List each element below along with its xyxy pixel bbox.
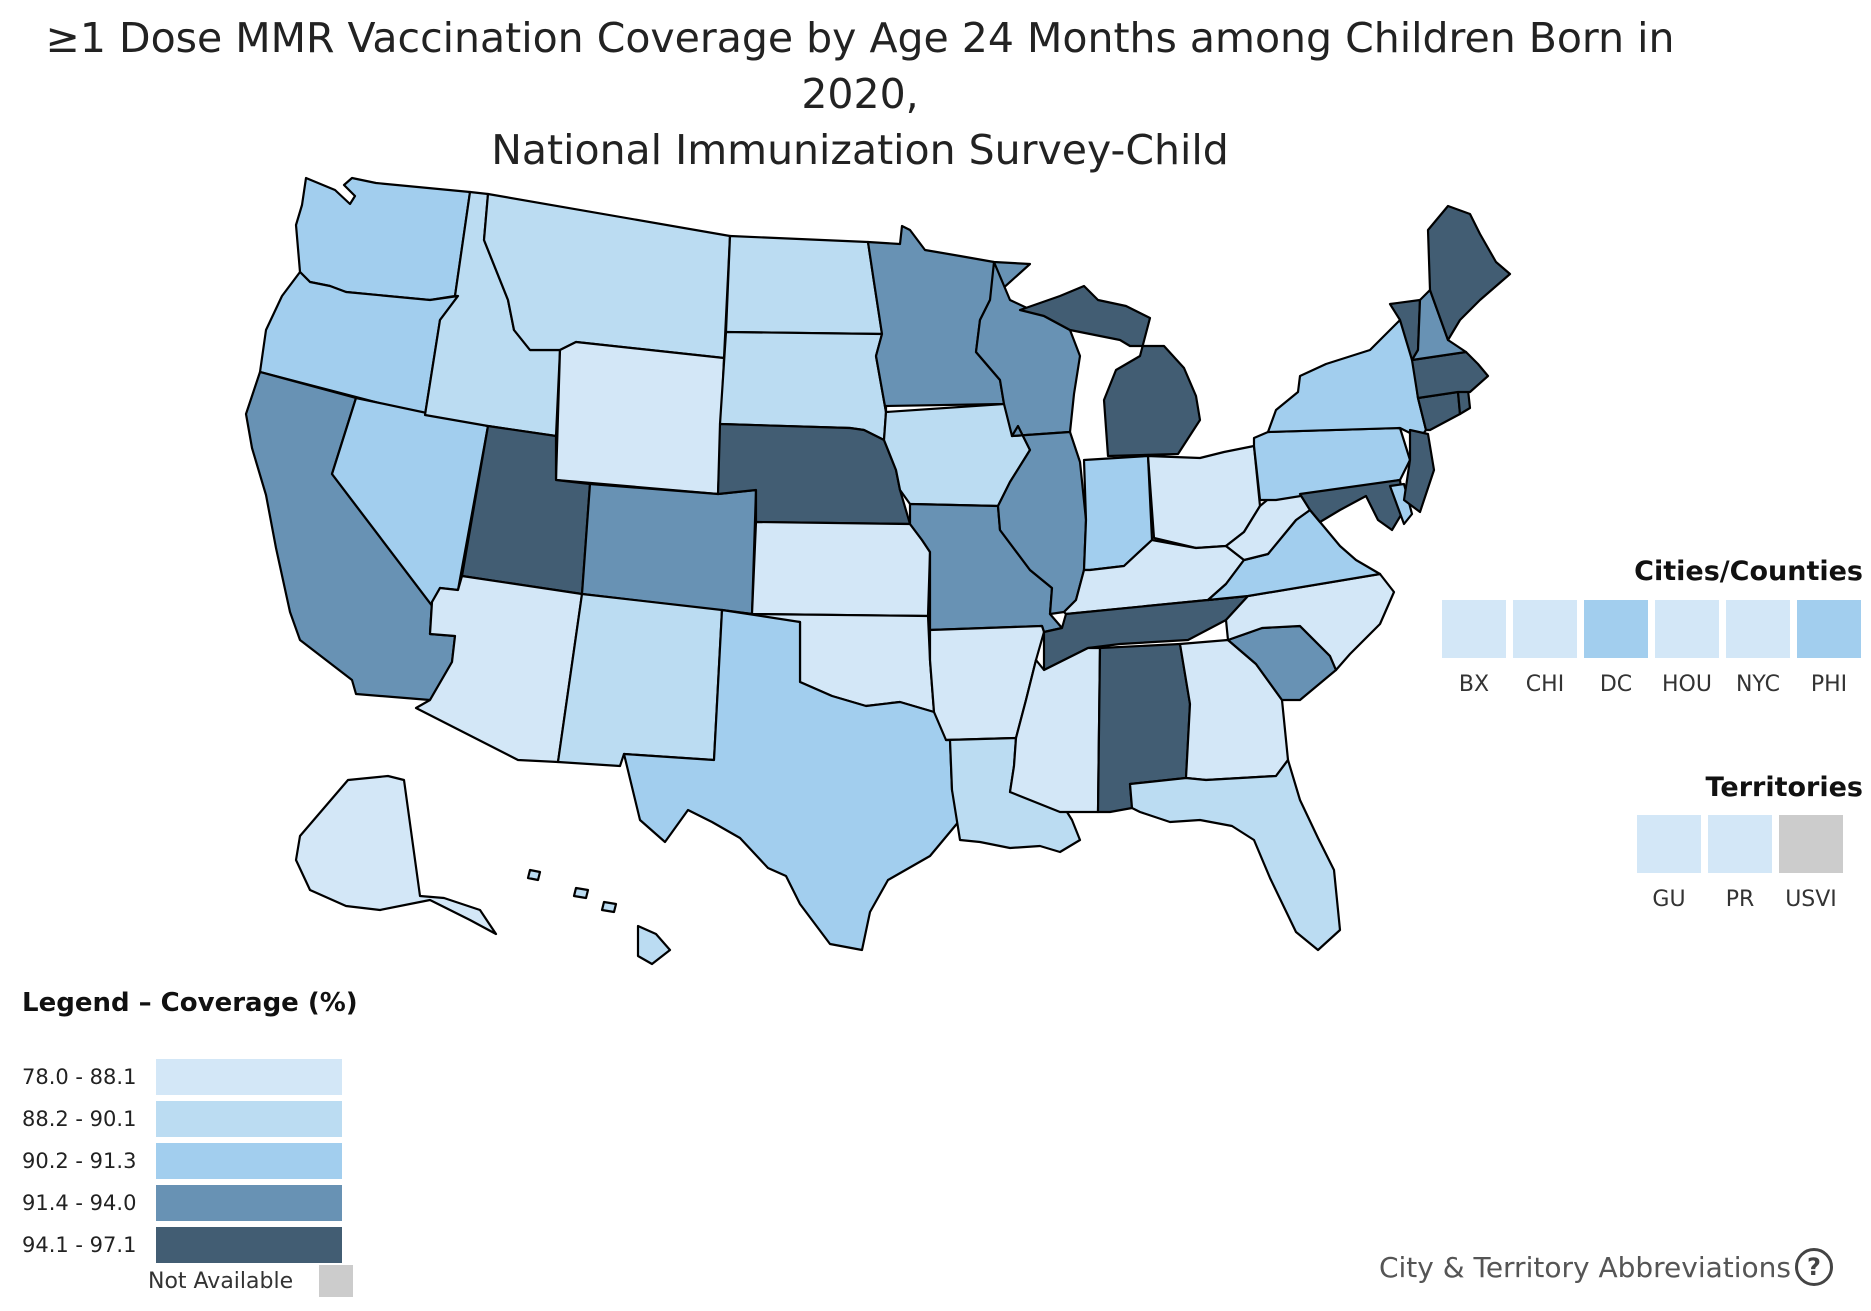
chart-title-line-2: National Immunization Survey-Child [491, 126, 1229, 174]
abbreviations-link-label: City & Territory Abbreviations [1378, 1250, 1791, 1284]
territories-title: Territories [1705, 772, 1863, 803]
legend-title: Legend – Coverage (%) [22, 988, 358, 1018]
legend-color-box [156, 1227, 342, 1263]
territory-swatch-color[interactable] [1708, 815, 1772, 873]
territory-label: USVI [1785, 887, 1837, 912]
state-mt[interactable] [482, 192, 732, 360]
chart-title: ≥1 Dose MMR Vaccination Coverage by Age … [0, 10, 1720, 178]
city-swatch-color[interactable] [1797, 600, 1861, 658]
cities-title: Cities/Counties [1634, 556, 1863, 587]
city-label: NYC [1735, 672, 1781, 697]
state-ny[interactable] [1266, 318, 1428, 440]
city-label: CHI [1525, 672, 1565, 697]
territory-label: GU [1652, 887, 1686, 912]
city-swatch-color[interactable] [1513, 600, 1577, 658]
territories-swatches: GU PR USVI [1637, 815, 1850, 912]
state-nm[interactable] [556, 592, 724, 768]
city-swatch[interactable]: CHI [1513, 600, 1577, 697]
city-swatch[interactable]: HOU [1655, 600, 1719, 697]
city-label: HOU [1662, 672, 1712, 697]
legend-item: 91.4 - 94.0 [22, 1182, 342, 1224]
city-label: PHI [1810, 672, 1848, 697]
legend-color-box [156, 1185, 342, 1221]
legend-color-box [156, 1101, 342, 1137]
legend-item: 90.2 - 91.3 [22, 1140, 342, 1182]
territory-swatch[interactable]: PR [1708, 815, 1772, 912]
legend-item: 78.0 - 88.1 [22, 1056, 342, 1098]
legend-not-available: Not Available [148, 1265, 354, 1297]
legend-range-label: 88.2 - 90.1 [22, 1107, 137, 1131]
city-swatch[interactable]: BX [1442, 600, 1506, 697]
state-wa[interactable] [294, 176, 472, 302]
city-territory-abbreviations-link[interactable]: City & Territory Abbreviations ? [1379, 1248, 1833, 1286]
state-wy[interactable] [554, 340, 726, 496]
city-swatch-color[interactable] [1726, 600, 1790, 658]
legend-color-box [156, 1143, 342, 1179]
city-label: BX [1458, 672, 1490, 697]
state-nj[interactable] [1402, 428, 1436, 514]
legend-not-available-box [319, 1265, 354, 1297]
legend-range-label: 90.2 - 91.3 [22, 1149, 137, 1173]
city-swatch[interactable]: PHI [1797, 600, 1861, 697]
city-swatch[interactable]: DC [1584, 600, 1648, 697]
territory-swatch-color[interactable] [1637, 815, 1701, 873]
state-tn[interactable] [1042, 594, 1250, 672]
help-icon[interactable]: ? [1795, 1248, 1833, 1286]
state-me[interactable] [1426, 204, 1512, 342]
territory-swatch[interactable]: USVI [1779, 815, 1843, 912]
city-swatch-color[interactable] [1655, 600, 1719, 658]
legend-range-label: 94.1 - 97.1 [22, 1233, 137, 1257]
legend-color-box [156, 1059, 342, 1095]
state-ks[interactable] [750, 520, 932, 618]
cities-swatches: BX CHI DC HOU NYC PHI [1442, 600, 1868, 697]
legend-range-label: 91.4 - 94.0 [22, 1191, 137, 1215]
state-hi[interactable] [526, 868, 672, 966]
territory-swatch-color[interactable] [1779, 815, 1843, 873]
legend-item: 88.2 - 90.1 [22, 1098, 342, 1140]
state-mi[interactable] [1018, 284, 1202, 458]
state-tx[interactable] [622, 608, 962, 952]
legend-list: 78.0 - 88.1 88.2 - 90.1 90.2 - 91.3 91.4… [22, 1056, 342, 1266]
chart-title-line-1: ≥1 Dose MMR Vaccination Coverage by Age … [45, 14, 1675, 118]
territory-label: PR [1725, 887, 1755, 912]
state-il[interactable] [996, 424, 1088, 616]
state-nd[interactable] [724, 234, 884, 336]
state-fl[interactable] [1128, 758, 1342, 952]
state-ri[interactable] [1456, 388, 1472, 416]
legend-range-label: 78.0 - 88.1 [22, 1065, 137, 1089]
city-swatch-color[interactable] [1584, 600, 1648, 658]
state-ak[interactable] [294, 774, 498, 936]
city-label: DC [1599, 672, 1633, 697]
city-swatch-color[interactable] [1442, 600, 1506, 658]
state-ma[interactable] [1410, 350, 1490, 400]
state-ms[interactable] [1008, 646, 1102, 814]
legend-item: 94.1 - 97.1 [22, 1224, 342, 1266]
state-co[interactable] [580, 482, 758, 616]
legend-not-available-label: Not Available [148, 1268, 294, 1294]
state-nc[interactable] [1206, 572, 1396, 672]
city-swatch[interactable]: NYC [1726, 600, 1790, 697]
territory-swatch[interactable]: GU [1637, 815, 1701, 912]
